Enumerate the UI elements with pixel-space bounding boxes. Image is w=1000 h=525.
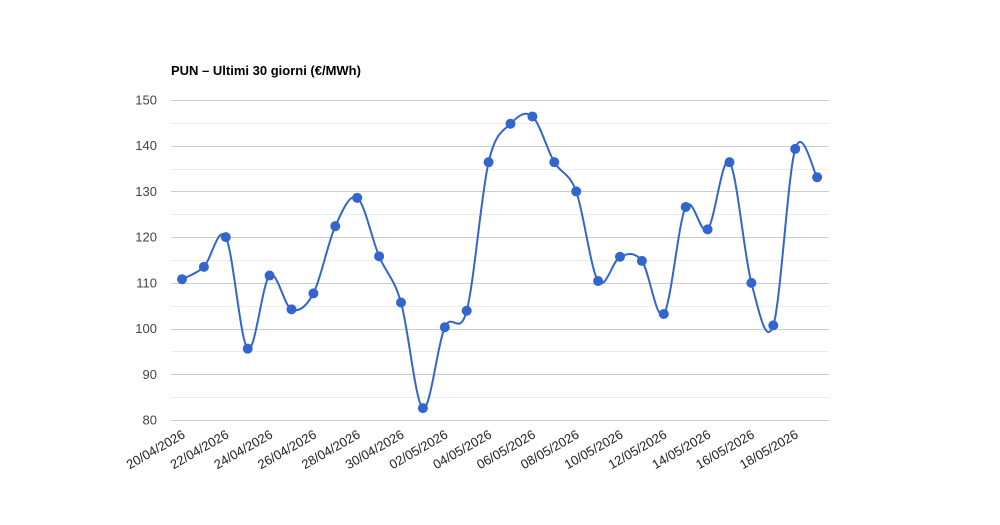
data-point <box>593 276 604 287</box>
data-point <box>396 297 406 308</box>
data-point <box>177 274 187 285</box>
chart-title: PUN – Ultimi 30 giorni (€/MWh) <box>171 63 361 78</box>
data-point <box>417 403 428 414</box>
x-axis-ticks: 20/04/202622/04/202624/04/202626/04/2026… <box>124 427 801 473</box>
data-point <box>724 157 735 168</box>
data-point <box>220 232 231 243</box>
data-point <box>615 251 625 262</box>
data-point <box>352 192 363 203</box>
y-tick-label: 130 <box>135 184 157 199</box>
data-point <box>505 118 516 129</box>
data-point <box>658 308 669 319</box>
y-tick-label: 90 <box>143 367 157 382</box>
series-line <box>181 112 818 410</box>
data-point <box>374 251 385 262</box>
data-point <box>636 255 647 266</box>
data-point <box>330 221 341 232</box>
data-point <box>439 322 450 333</box>
gridlines <box>171 100 829 421</box>
series-layer <box>181 112 818 410</box>
data-point <box>746 277 757 288</box>
y-axis-ticks: 80 90 100 110 120 130 140 150 <box>135 93 157 428</box>
data-point <box>549 157 560 168</box>
data-point <box>812 172 823 183</box>
y-tick-label: 80 <box>143 413 157 428</box>
data-point <box>286 304 297 315</box>
y-tick-label: 140 <box>135 138 157 153</box>
data-point <box>198 261 209 272</box>
data-points <box>177 111 823 414</box>
y-tick-label: 150 <box>135 93 157 108</box>
data-point <box>461 305 472 316</box>
data-point <box>264 270 275 281</box>
data-point <box>308 288 319 299</box>
y-tick-label: 100 <box>135 321 157 336</box>
y-tick-label: 120 <box>135 230 157 245</box>
data-point <box>571 186 582 197</box>
data-point <box>527 111 538 122</box>
data-point <box>680 201 691 212</box>
data-point <box>483 157 494 168</box>
data-point <box>790 143 801 154</box>
y-tick-label: 110 <box>136 275 157 290</box>
data-point <box>768 320 779 331</box>
data-point <box>242 343 253 354</box>
data-point <box>702 224 713 235</box>
